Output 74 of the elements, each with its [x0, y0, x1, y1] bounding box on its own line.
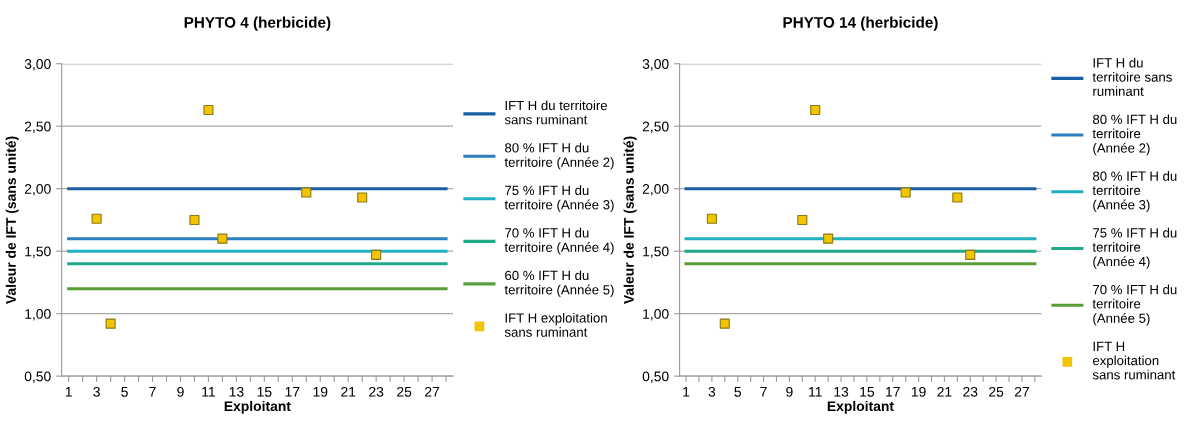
point — [91, 213, 102, 224]
x-tick-label: 5 — [734, 387, 741, 397]
legend-label: 70 % IFT H du territoire (Année 4) — [504, 227, 614, 255]
point — [105, 318, 116, 329]
legend-label: 80 % IFT H du territoire (Année 2) — [504, 142, 614, 170]
point — [965, 249, 976, 260]
x-tick-label: 17 — [285, 387, 300, 397]
x-tick-label: 25 — [989, 386, 1004, 397]
legend-label: 75 % IFT H du territoire (Année 4) — [1092, 227, 1177, 269]
x-tick-label: 1 — [683, 387, 690, 397]
x-tick-label: 17 — [886, 387, 900, 397]
point — [217, 233, 228, 244]
x-tick-label: 9 — [786, 386, 793, 397]
x-axis-title: Exploitant — [827, 400, 894, 414]
point — [301, 187, 312, 198]
x-tick-label: 11 — [202, 387, 215, 397]
y-axis-title: Valeur de IFT (sans unité) — [623, 136, 637, 304]
x-tick-label: 1 — [65, 387, 72, 397]
point — [952, 192, 963, 203]
legend-label: 70 % IFT H du territoire (Année 5) — [1092, 284, 1177, 326]
point — [203, 104, 214, 116]
x-tick-label: 25 — [397, 386, 412, 397]
x-axis-title: Exploitant — [224, 400, 291, 414]
x-tick-label: 9 — [177, 386, 184, 397]
x-tick-label: 27 — [425, 386, 440, 397]
x-tick-label: 21 — [937, 386, 952, 397]
x-tick-label: 7 — [149, 387, 156, 397]
x-tick-label: 23 — [369, 386, 384, 397]
y-tick-label: 2,00 — [642, 184, 669, 196]
x-tick-label: 13 — [229, 386, 244, 397]
point — [371, 249, 382, 260]
x-tick-label: 15 — [860, 387, 875, 397]
y-tick-label: 1,50 — [643, 246, 669, 258]
legend-label: IFT H du territoire sans ruminant — [1092, 57, 1172, 96]
point — [719, 318, 730, 329]
point — [797, 214, 808, 225]
legend-label: 60 % IFT H du territoire (Année 5) — [504, 270, 614, 298]
legend-label: 75 % IFT H du territoire (Année 3) — [504, 185, 614, 213]
y-tick-label: 3,00 — [24, 59, 51, 71]
x-tick-label: 3 — [708, 386, 716, 397]
point — [706, 213, 717, 224]
x-tick-label: 11 — [809, 387, 822, 397]
point — [357, 192, 368, 203]
chart-title: PHYTO 14 (herbicide) — [783, 16, 938, 31]
x-tick-label: 27 — [1014, 386, 1029, 397]
x-tick-label: 7 — [760, 387, 767, 397]
x-tick-label: 23 — [963, 386, 978, 397]
x-tick-label: 19 — [313, 386, 328, 397]
x-tick-label: 19 — [911, 386, 926, 397]
y-tick-label: 2,50 — [24, 121, 51, 134]
legend-label: IFT H exploitation sans ruminant — [504, 312, 607, 337]
legend-label: IFT H du territoire sans ruminant — [504, 100, 608, 125]
x-tick-label: 15 — [257, 387, 272, 397]
y-tick-label: 1,50 — [25, 246, 51, 258]
y-tick-label: 2,50 — [642, 121, 669, 134]
chart-title: PHYTO 4 (herbicide) — [184, 16, 331, 31]
point — [900, 187, 911, 198]
y-tick-label: 1,00 — [643, 308, 669, 321]
x-tick-label: 3 — [93, 386, 100, 397]
point — [810, 104, 821, 116]
y-tick-label: 3,00 — [642, 59, 669, 71]
legend-label: IFT H exploitation sans ruminant — [1092, 341, 1176, 380]
point — [823, 233, 834, 244]
y-axis-title: Valeur de IFT (sans unité) — [5, 136, 19, 304]
x-tick-label: 13 — [834, 386, 849, 397]
x-tick-label: 5 — [121, 387, 128, 397]
y-tick-label: 0,50 — [642, 371, 669, 383]
legend-label: 80 % IFT H du territoire (Année 2) — [1092, 114, 1177, 156]
legend-label: 80 % IFT H du territoire (Année 3) — [1092, 171, 1177, 213]
point — [189, 214, 200, 225]
y-tick-label: 1,00 — [25, 308, 51, 321]
y-tick-label: 2,00 — [24, 184, 51, 196]
x-tick-label: 21 — [341, 386, 356, 397]
y-tick-label: 0,50 — [24, 371, 51, 383]
